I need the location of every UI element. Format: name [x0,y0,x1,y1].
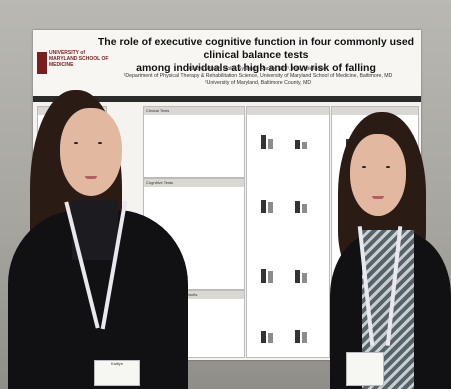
logo-mark-icon [37,52,47,74]
poster-title-line-2: among individuals at high and low risk o… [136,62,376,74]
bar [302,204,307,213]
panel-header [247,107,329,115]
bar [268,333,273,343]
name-badge-right [346,352,384,386]
logo-text: UNIVERSITY of MARYLAND SCHOOL OF MEDICIN… [49,50,109,68]
eye [386,166,390,168]
face [350,134,406,216]
panel-header-cognitive-tests: Cognitive Tests [144,179,244,187]
bar [302,332,307,343]
name-badge-left: Kaitlyn [94,360,140,386]
poster-title: The role of executive cognitive function… [93,36,419,75]
panel-header-results: Results [182,291,244,299]
bar [295,330,300,343]
bar-group [261,329,321,343]
bar-group [261,199,321,213]
eye [98,142,102,144]
poster-panel-clinical-tests: Clinical Tests [143,106,245,178]
bar [295,270,300,283]
smile [85,176,97,179]
eye [362,166,366,168]
bar-group [261,135,321,149]
poster-divider-band [33,96,421,102]
poster-panel-results: Results [181,290,245,358]
author-names: Kaitlyn Wilde¹, Mollie Synung¹, Rachel N… [188,66,328,72]
bar [261,200,266,213]
panel-header [332,107,418,115]
affiliation-2: ²University of Maryland, Baltimore Count… [204,80,312,86]
bar [268,271,273,283]
bar [295,140,300,149]
panel-header-clinical-tests: Clinical Tests [144,107,244,115]
bar [268,139,273,149]
bar [302,273,307,283]
poster-authors: Kaitlyn Wilde¹, Mollie Synung¹, Rachel N… [103,66,413,87]
bar [261,135,266,149]
affiliation-1: ¹Department of Physical Therapy & Rehabi… [123,73,393,79]
bar [302,142,307,149]
bar [295,201,300,213]
poster-header: UNIVERSITY of MARYLAND SCHOOL OF MEDICIN… [33,30,421,96]
poster-panel-charts-1 [246,106,330,358]
university-logo: UNIVERSITY of MARYLAND SCHOOL OF MEDICIN… [37,50,109,80]
smile [372,196,384,199]
poster-title-line-1: The role of executive cognitive function… [97,36,415,61]
face [60,108,122,196]
eye [74,142,78,144]
bar [268,202,273,213]
bar-group [261,269,321,283]
bar [261,331,266,343]
bar [261,269,266,283]
